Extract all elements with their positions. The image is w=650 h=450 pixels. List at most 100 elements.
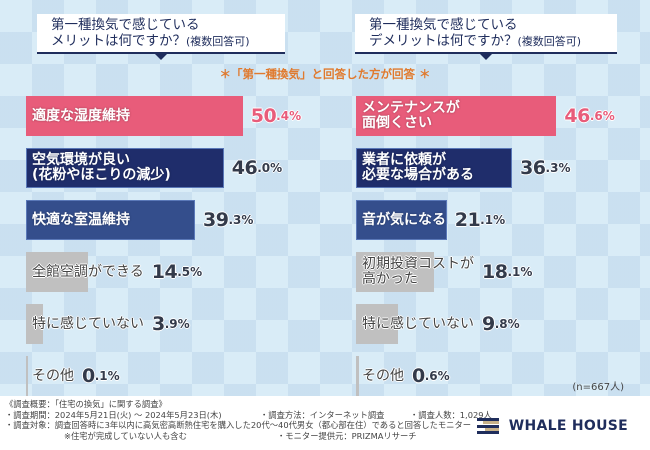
bar-label: その他	[26, 367, 74, 384]
survey-overview: 《調査概要：「住宅の換気」に関する調査》	[5, 399, 167, 409]
bar-row: その他 0.1%	[26, 356, 120, 396]
pointer-arrow-icon	[480, 54, 492, 60]
bar-value-label: 39.3%	[203, 200, 253, 240]
value-decimal: .3%	[228, 213, 254, 227]
bar-row: 初期投資コストが 高かった 18.1%	[356, 252, 532, 292]
bar-label: 業者に依頼が 必要な場合がある	[356, 153, 474, 183]
bar-value-label: 46.0%	[232, 148, 282, 188]
bar	[26, 96, 243, 136]
question-line2: メリットは何ですか？	[51, 33, 186, 49]
value-integer: 0	[82, 365, 95, 387]
bar	[26, 148, 224, 188]
value-integer: 18	[482, 261, 508, 283]
bar-label-line: (花粉やほこりの減少)	[32, 167, 171, 183]
bar-label: 空気環境が良い (花粉やほこりの減少)	[26, 153, 171, 183]
bar-row: 特に感じていない 9.8%	[356, 304, 520, 344]
bar-row: 業者に依頼が 必要な場合がある 36.3%	[356, 148, 570, 188]
bar	[356, 200, 447, 240]
survey-provider: ・モニター提供元：PRIZMAリサーチ	[277, 430, 417, 441]
bar-label-line: 高かった	[362, 271, 418, 287]
value-decimal: .6%	[589, 109, 615, 123]
bar-value-label: 0.6%	[412, 356, 450, 396]
bar-label-line: 面倒くさい	[362, 115, 432, 131]
survey-period: ・調査期間：2024年5月21日(火) ～ 2024年5月23日(木)	[5, 409, 222, 420]
value-integer: 46	[231, 157, 258, 179]
logo-text: WHALE HOUSE	[508, 417, 628, 434]
bar-label: 特に感じていない	[356, 315, 474, 332]
question-suffix: (複数回答可)	[517, 35, 582, 48]
bar-label: 全館空調ができる	[26, 263, 144, 280]
value-integer: 39	[202, 209, 229, 231]
bar-value-label: 9.8%	[482, 304, 520, 344]
bar-label-line: 快適な室温維持	[32, 211, 130, 228]
question-box-demerits: 第一種換気で感じている デメリットは何ですか？(複数回答可)	[355, 14, 617, 60]
bar-label-line: 特に感じていない	[32, 315, 144, 332]
bar	[26, 304, 43, 344]
sample-size: (n=667人)	[572, 382, 624, 393]
value-decimal: .0%	[257, 161, 283, 175]
bar-label: 適度な湿度維持	[26, 107, 130, 124]
value-decimal: .3%	[545, 161, 571, 175]
question-suffix: (複数回答可)	[186, 35, 250, 48]
value-integer: 3	[152, 313, 165, 335]
bar-label-line: 適度な湿度維持	[32, 107, 130, 124]
value-integer: 9	[482, 313, 495, 335]
value-integer: 14	[151, 261, 178, 283]
bar	[356, 356, 359, 396]
bar	[356, 304, 399, 344]
bar-value-label: 18.1%	[482, 252, 532, 292]
bar	[26, 200, 195, 240]
bar-value-label: 0.1%	[82, 356, 120, 396]
bar-value-label: 14.5%	[152, 252, 202, 292]
bar-label-line: 音が気になる	[362, 211, 446, 228]
survey-target: ・調査対象：調査回答時に3年以内に高気密高断熱住宅を購入した20代～40代男女（…	[5, 420, 472, 430]
pointer-arrow-icon	[155, 54, 167, 60]
bar-label: 初期投資コストが 高かった	[356, 257, 474, 287]
value-integer: 46	[564, 105, 590, 127]
bar-row: 空気環境が良い (花粉やほこりの減少) 46.0%	[26, 148, 282, 188]
value-decimal: .1%	[480, 213, 506, 227]
bar-value-label: 50.4%	[251, 96, 301, 136]
bar-row: 快適な室温維持 39.3%	[26, 200, 253, 240]
bar-label-line: 空気環境が良い	[32, 152, 130, 168]
value-integer: 0	[412, 365, 425, 387]
survey-count: ・調査人数：1,029人	[410, 409, 492, 420]
bar-label-line: 業者に依頼が	[362, 152, 446, 168]
value-decimal: .8%	[494, 317, 520, 331]
survey-footer: 《調査概要：「住宅の換気」に関する調査》 ・調査期間：2024年5月21日(火)…	[0, 396, 650, 450]
bar-row: メンテナンスが 面倒くさい 46.6%	[356, 96, 615, 136]
bar	[356, 252, 434, 292]
survey-target-note: ※住宅が完成していない人も含む	[64, 430, 187, 441]
respondent-note: ＊「第一種換気」と回答した方が回答 ＊	[219, 67, 431, 81]
bar	[26, 356, 28, 396]
bar-label: 特に感じていない	[26, 315, 144, 332]
bar-value-label: 3.9%	[152, 304, 190, 344]
question-line1: 第一種換気で感じている	[369, 17, 518, 33]
bar-label-line: その他	[32, 367, 74, 384]
bar-label-line: 全館空調ができる	[32, 263, 144, 280]
survey-method: ・調査方法：インターネット調査	[260, 409, 385, 420]
bar-label: メンテナンスが 面倒くさい	[356, 101, 460, 131]
bar-label-line: その他	[362, 367, 404, 384]
bar-row: 適度な湿度維持 50.4%	[26, 96, 301, 136]
bar	[356, 96, 557, 136]
question-box-merits: 第一種換気で感じている メリットは何ですか？(複数回答可)	[37, 14, 285, 60]
value-decimal: .6%	[424, 369, 450, 383]
bar-value-label: 21.1%	[455, 200, 505, 240]
question-line2: デメリットは何ですか？	[369, 33, 518, 49]
bar-value-label: 46.6%	[564, 96, 614, 136]
bar-label-line: 特に感じていない	[362, 315, 474, 332]
value-decimal: .9%	[164, 317, 190, 331]
bar-row: 特に感じていない 3.9%	[26, 304, 190, 344]
bar-label-line: メンテナンスが	[362, 100, 460, 116]
bar-row: 全館空調ができる 14.5%	[26, 252, 202, 292]
bar-label: その他	[356, 367, 404, 384]
whale-house-stripes-icon	[476, 418, 499, 434]
value-decimal: .1%	[507, 265, 533, 279]
bar	[356, 148, 513, 188]
value-integer: 50	[250, 105, 277, 127]
value-decimal: .4%	[276, 109, 302, 123]
value-integer: 36	[520, 157, 546, 179]
whale-house-logo: WHALE HOUSE	[476, 417, 628, 434]
question-line1: 第一種換気で感じている	[51, 17, 200, 33]
